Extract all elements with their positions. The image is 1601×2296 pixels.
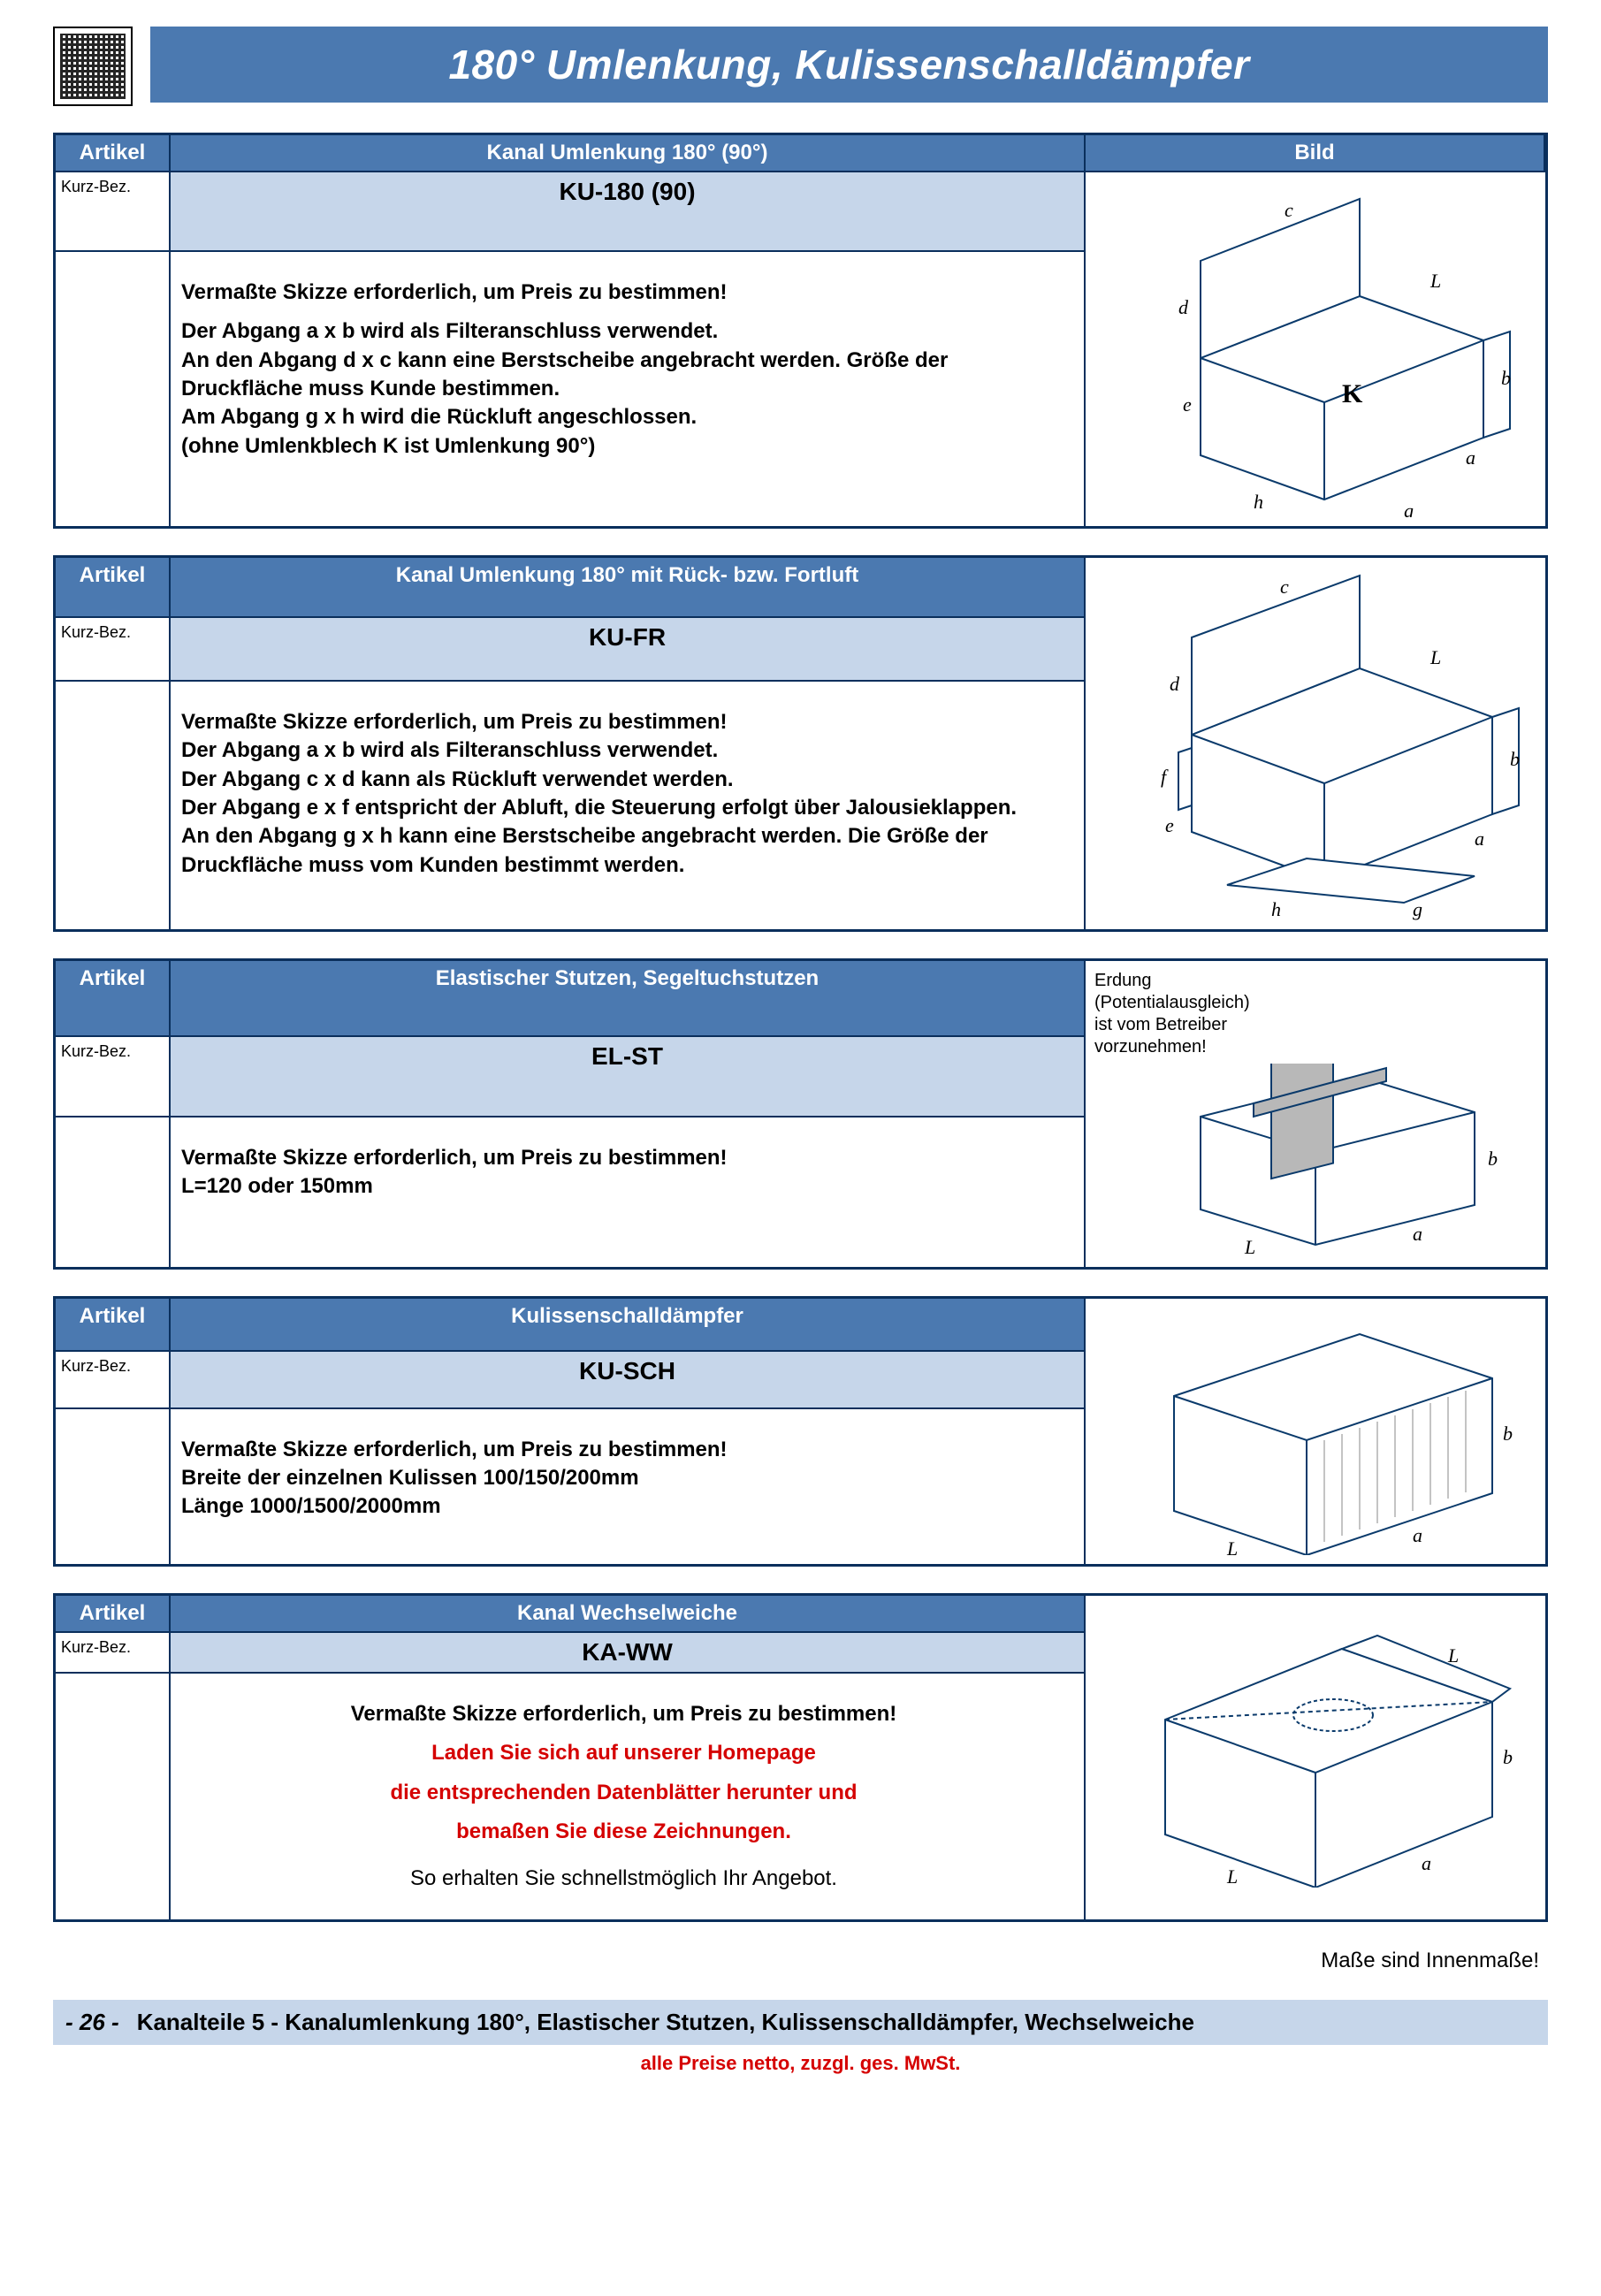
row-spacer <box>56 1409 171 1564</box>
svg-text:c: c <box>1280 576 1289 598</box>
footer-text: Kanalteile 5 - Kanalumlenkung 180°, Elas… <box>137 2009 1194 2036</box>
product-title: Kulissenschalldämpfer <box>171 1299 1086 1350</box>
image-note: Erdung (Potentialausgleich) ist vom Betr… <box>1094 970 1536 1058</box>
product-diagram: b a L L <box>1094 1605 1536 1888</box>
product-description: Vermaßte Skizze erforderlich, um Preis z… <box>171 1117 1086 1267</box>
footer-subtext: alle Preise netto, zuzgl. ges. MwSt. <box>53 2052 1548 2075</box>
svg-text:b: b <box>1503 1423 1513 1445</box>
col-artikel: Artikel <box>56 1596 171 1631</box>
product-code: KU-180 (90) <box>171 171 1086 252</box>
product-description: Vermaßte Skizze erforderlich, um Preis z… <box>171 252 1086 526</box>
svg-text:b: b <box>1488 1148 1498 1170</box>
svg-text:a: a <box>1466 446 1475 469</box>
svg-text:b: b <box>1503 1746 1513 1768</box>
col-bild: Bild <box>1086 135 1545 171</box>
product-block-kaww: Artikel Kanal Wechselweiche b a L L Kurz… <box>53 1593 1548 1922</box>
product-diagram: b a L <box>1094 1308 1536 1555</box>
product-diagram: b a L <box>1094 1064 1536 1258</box>
product-diagram: c d f e b a L h g <box>1094 567 1536 920</box>
kurz-bez-label: Kurz-Bez. <box>56 1350 171 1408</box>
page-number: - 26 - <box>65 2009 119 2036</box>
product-code: KU-SCH <box>171 1350 1086 1408</box>
product-title: Kanal Wechselweiche <box>171 1596 1086 1631</box>
product-code: KA-WW <box>171 1631 1086 1674</box>
svg-text:a: a <box>1422 1852 1431 1874</box>
svg-text:a: a <box>1413 1524 1422 1546</box>
svg-text:b: b <box>1501 367 1511 389</box>
svg-text:L: L <box>1226 1537 1238 1555</box>
svg-text:f: f <box>1161 766 1169 788</box>
svg-text:L: L <box>1429 646 1441 668</box>
product-code: KU-FR <box>171 616 1086 682</box>
product-diagram: c d e K b a h g L <box>1094 181 1536 517</box>
qr-code-icon <box>53 27 133 106</box>
svg-text:L: L <box>1429 270 1441 292</box>
svg-text:g: g <box>1413 898 1422 920</box>
row-spacer <box>56 1117 171 1267</box>
product-code: EL-ST <box>171 1035 1086 1117</box>
svg-text:a: a <box>1413 1223 1422 1245</box>
page-footer: - 26 - Kanalteile 5 - Kanalumlenkung 180… <box>53 2000 1548 2045</box>
svg-text:d: d <box>1170 673 1180 695</box>
product-block-elst: Artikel Elastischer Stutzen, Segeltuchst… <box>53 958 1548 1270</box>
svg-text:e: e <box>1165 814 1174 836</box>
dimensions-note: Maße sind Innenmaße! <box>53 1949 1539 1973</box>
product-block-kusch: Artikel Kulissenschalldämpfer b a L Kurz… <box>53 1296 1548 1567</box>
col-artikel: Artikel <box>56 961 171 1035</box>
svg-text:L: L <box>1447 1644 1459 1667</box>
svg-text:K: K <box>1342 379 1363 408</box>
product-block-ku180: Artikel Kanal Umlenkung 180° (90°) Bild … <box>53 133 1548 529</box>
page-title: 180° Umlenkung, Kulissenschalldämpfer <box>150 27 1548 103</box>
kurz-bez-label: Kurz-Bez. <box>56 1035 171 1117</box>
svg-text:b: b <box>1510 748 1520 770</box>
row-spacer <box>56 682 171 929</box>
row-spacer <box>56 252 171 526</box>
product-description: Vermaßte Skizze erforderlich, um Preis z… <box>171 1674 1086 1919</box>
col-artikel: Artikel <box>56 1299 171 1350</box>
product-title: Elastischer Stutzen, Segeltuchstutzen <box>171 961 1086 1035</box>
svg-text:g: g <box>1404 500 1414 517</box>
svg-text:a: a <box>1475 828 1484 850</box>
kurz-bez-label: Kurz-Bez. <box>56 616 171 682</box>
product-title: Kanal Umlenkung 180° mit Rück- bzw. Fort… <box>171 558 1086 616</box>
svg-text:d: d <box>1178 296 1189 318</box>
svg-text:L: L <box>1226 1865 1238 1888</box>
product-description: Vermaßte Skizze erforderlich, um Preis z… <box>171 682 1086 929</box>
svg-text:e: e <box>1183 393 1192 416</box>
svg-text:c: c <box>1285 199 1293 221</box>
kurz-bez-label: Kurz-Bez. <box>56 171 171 252</box>
product-title: Kanal Umlenkung 180° (90°) <box>171 135 1086 171</box>
svg-text:L: L <box>1244 1236 1255 1258</box>
svg-text:h: h <box>1271 898 1281 920</box>
product-block-kufr: Artikel Kanal Umlenkung 180° mit Rück- b… <box>53 555 1548 932</box>
svg-text:h: h <box>1254 491 1263 513</box>
row-spacer <box>56 1674 171 1919</box>
kurz-bez-label: Kurz-Bez. <box>56 1631 171 1674</box>
col-artikel: Artikel <box>56 135 171 171</box>
product-description: Vermaßte Skizze erforderlich, um Preis z… <box>171 1409 1086 1564</box>
col-artikel: Artikel <box>56 558 171 616</box>
